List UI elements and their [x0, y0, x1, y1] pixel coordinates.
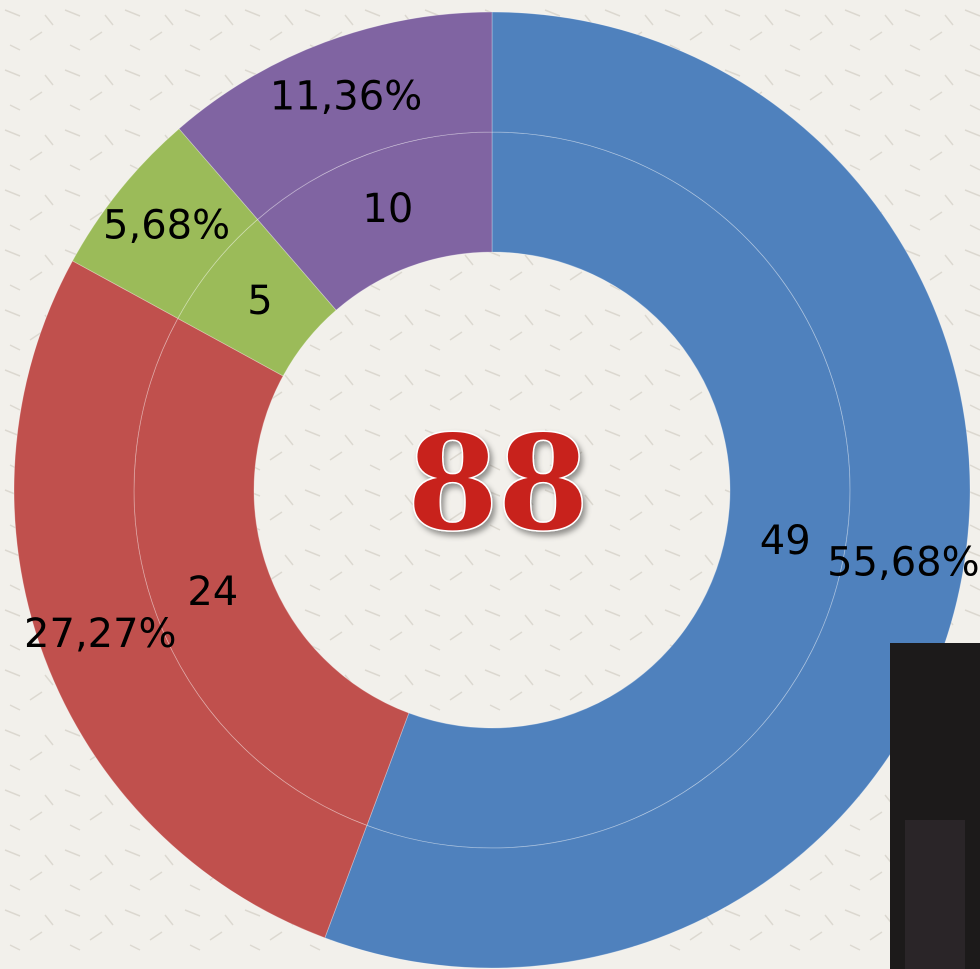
center-total: 88 — [408, 407, 589, 560]
data-label: 5,68% — [103, 203, 230, 249]
data-label: 55,68% — [827, 539, 980, 585]
data-label: 10 — [362, 186, 413, 232]
data-label: 27,27% — [24, 611, 177, 657]
data-label: 49 — [760, 518, 811, 564]
chart: 49 24 5 10 55,68% 27,27% 5,68% 11,36% 88 — [0, 0, 980, 969]
data-label: 5 — [247, 278, 272, 324]
data-label: 24 — [187, 569, 238, 615]
photo-person — [905, 820, 965, 969]
data-label: 11,36% — [270, 73, 423, 119]
